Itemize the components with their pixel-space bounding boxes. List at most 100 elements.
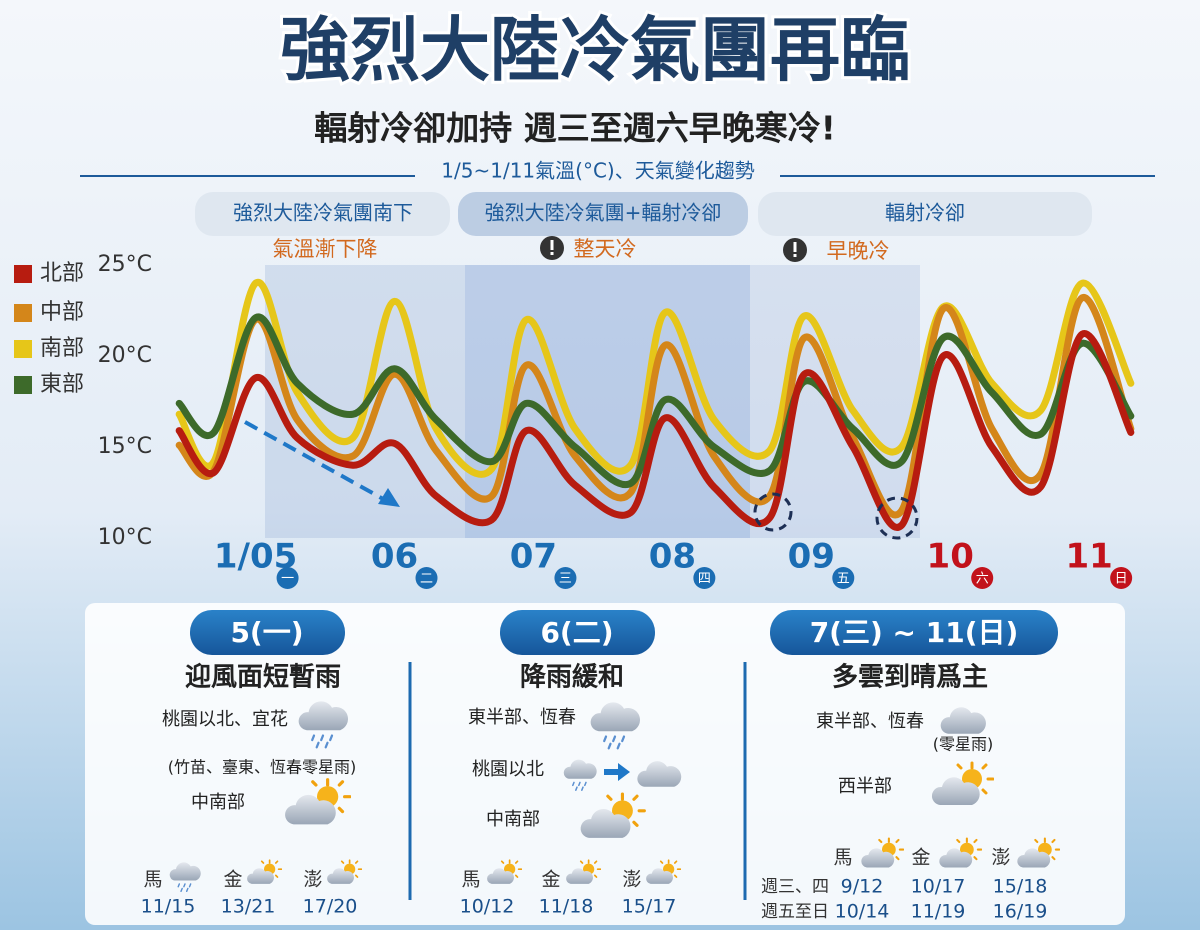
- region: 西半部: [838, 776, 892, 797]
- pill: [500, 610, 655, 655]
- note: 整天冷: [574, 237, 637, 261]
- legend-swatch: [14, 376, 32, 394]
- temps: 10/17: [911, 876, 966, 898]
- region: 中南部: [191, 792, 245, 813]
- x-tick-label: 07: [510, 537, 557, 577]
- weekday-badge: [1110, 567, 1133, 589]
- island: 澎: [622, 869, 641, 891]
- panel-date: 5(一): [230, 616, 303, 649]
- temperature-line: [175, 294, 1135, 519]
- legend-label: 南部: [40, 336, 84, 361]
- period-box: [458, 192, 748, 236]
- island: 馬: [833, 847, 852, 869]
- island: 金: [911, 847, 930, 869]
- pill: [190, 610, 345, 655]
- island: 澎: [303, 869, 322, 891]
- alert-icon: [793, 242, 797, 252]
- plot: 10°C15°C20°C25°C1/05一06二07三08四09五10六11日北…: [14, 252, 1135, 589]
- weekday: 六: [976, 572, 989, 587]
- weekday-badge: [554, 567, 577, 589]
- note: 氣溫漸下降: [273, 237, 378, 261]
- row-label: 週三、四: [761, 877, 829, 897]
- temps: 11/19: [911, 901, 966, 923]
- weekday: 一: [281, 572, 294, 587]
- region-note: (零星雨): [933, 735, 994, 754]
- y-tick-label: 25°C: [98, 252, 152, 277]
- legend-label: 北部: [40, 261, 84, 286]
- x-tick-label: 08: [649, 537, 696, 577]
- alert-icon: [550, 252, 554, 255]
- arrow: [604, 763, 630, 781]
- legend-swatch: [14, 340, 32, 358]
- period-label: 強烈大陸冷氣團+輻射冷卻: [485, 201, 722, 225]
- subtitle: 輻射冷卻加持 週三至週六早晚寒冷!: [314, 109, 836, 148]
- weekday: 二: [420, 572, 433, 587]
- chart-title: 1/5~1/11氣溫(°C)、天氣變化趨勢: [441, 159, 754, 183]
- y-tick-label: 15°C: [98, 434, 152, 459]
- period-box: [758, 192, 1092, 236]
- x-tick-label: 11: [1065, 537, 1112, 577]
- note: 早晚冷: [827, 239, 890, 263]
- x-tick-label: 10: [927, 537, 974, 577]
- temps: 17/20: [303, 896, 358, 918]
- region-note: (竹苗、臺東、恆春零星雨): [168, 758, 357, 777]
- temps: 16/19: [993, 901, 1048, 923]
- weekday: 三: [559, 572, 572, 587]
- alert-icon: [550, 240, 554, 250]
- region: 東半部、恆春: [468, 707, 576, 728]
- weekday-badge: [415, 567, 438, 589]
- weekday: 四: [698, 572, 711, 587]
- temperature-line: [175, 330, 1135, 531]
- island: 馬: [461, 869, 480, 891]
- legend-swatch: [14, 265, 32, 283]
- pill: [770, 610, 1058, 655]
- panel-date: 6(二): [540, 616, 613, 649]
- title: 強烈大陸冷氣團再臨: [280, 9, 910, 91]
- region: 桃園以北、宜花: [162, 709, 288, 730]
- weekday-badge: [971, 567, 994, 589]
- temperature-line: [175, 278, 1135, 478]
- trend-arrow: [378, 488, 400, 507]
- legend-label: 東部: [40, 372, 84, 397]
- temps: 9/12: [841, 876, 884, 898]
- trend-arrow: [244, 420, 386, 502]
- x-tick-label: 09: [788, 537, 835, 577]
- y-tick-label: 20°C: [98, 343, 152, 368]
- legend-label: 中部: [40, 300, 84, 325]
- weekday: 日: [1115, 572, 1128, 587]
- island: 金: [223, 869, 242, 891]
- headline: 多雲到晴爲主: [832, 663, 988, 693]
- legend-swatch: [14, 304, 32, 322]
- low-marker: [753, 492, 793, 532]
- island: 澎: [991, 847, 1010, 869]
- panel-date: 7(三) ~ 11(日): [810, 616, 1019, 649]
- temps: 15/17: [622, 896, 677, 918]
- row-label: 週五至日: [761, 902, 829, 922]
- temps: 11/15: [141, 896, 196, 918]
- region: 東半部、恆春: [816, 711, 924, 732]
- temps: 15/18: [993, 876, 1048, 898]
- panel-box: [85, 603, 1125, 925]
- temperature-line: [175, 313, 1135, 489]
- region: 中南部: [486, 809, 540, 830]
- region: 桃園以北: [472, 759, 544, 780]
- temps: 13/21: [221, 896, 276, 918]
- island: 馬: [143, 869, 162, 891]
- x-tick-label: 06: [371, 537, 418, 577]
- weekday-badge: [276, 567, 299, 589]
- period-label: 輻射冷卻: [885, 201, 965, 225]
- period-label: 強烈大陸冷氣團南下: [233, 201, 413, 225]
- weekday-badge: [832, 567, 855, 589]
- alert-icon: [793, 254, 797, 257]
- low-marker: [875, 496, 919, 540]
- temps: 10/14: [835, 901, 890, 923]
- headline: 降雨緩和: [520, 663, 624, 693]
- weekday-badge: [693, 567, 716, 589]
- island: 金: [541, 869, 560, 891]
- weekday: 五: [837, 572, 850, 587]
- y-tick-label: 10°C: [98, 525, 152, 550]
- temps: 11/18: [539, 896, 594, 918]
- temps: 10/12: [460, 896, 515, 918]
- headline: 迎風面短暫雨: [185, 662, 341, 693]
